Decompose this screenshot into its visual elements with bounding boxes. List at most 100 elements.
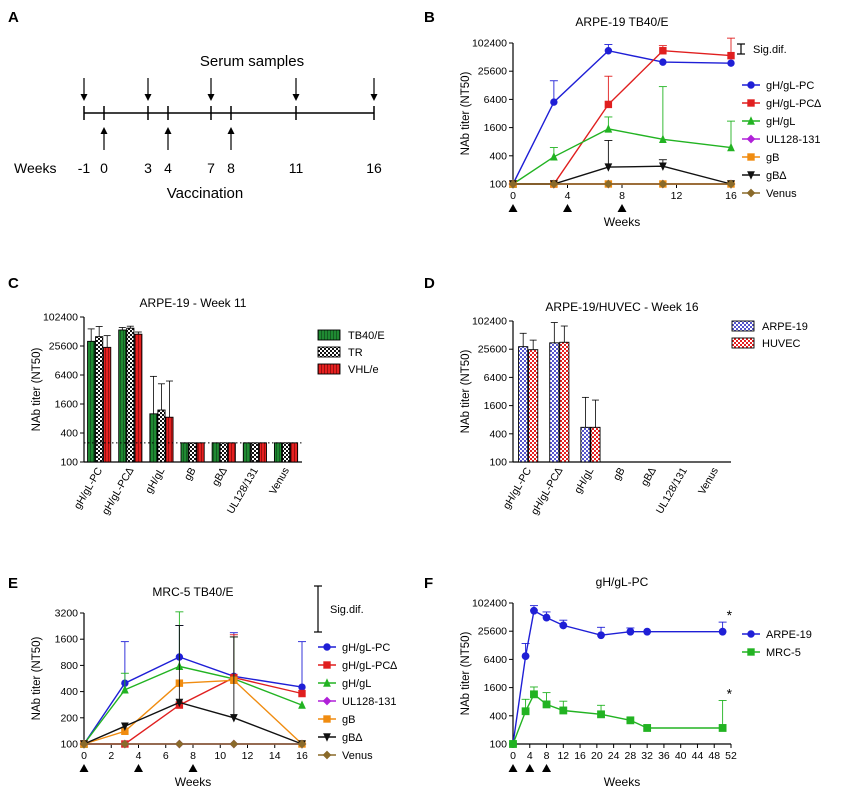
data-point (323, 715, 331, 723)
x-tick-label: 12 (671, 190, 683, 202)
serum-arrowhead (292, 94, 300, 101)
legend-label-gh-gl-pc-delta: gH/gL-PC∆ (766, 98, 821, 110)
bar-huvec-gh-gl-pc (528, 349, 539, 463)
bar-vhl-e-venus (289, 442, 299, 463)
data-point (747, 630, 755, 638)
data-point (559, 706, 568, 715)
legend-label-tb40-e: TB40/E (348, 330, 385, 342)
data-point (658, 179, 668, 189)
serum-arrowhead (80, 94, 88, 101)
data-point (559, 621, 568, 630)
data-point (530, 606, 538, 615)
legend-label-gb-delta: gB∆ (342, 732, 362, 744)
legend-label-gb-delta: gB∆ (766, 170, 786, 182)
chart-c-arpe19-week11: ARPE-19 - Week 11 NAb titer (NT50) 100 400 1… (31, 296, 385, 517)
bar-tb40-e-ul128-131 (242, 442, 251, 463)
chart-e-xlabel: Weeks (175, 775, 211, 789)
timeline-arrows (80, 78, 378, 150)
x-tick-label: 12 (557, 750, 569, 762)
category-label-gh-gl-pc: gH/gL-PC (72, 465, 106, 511)
data-point (626, 627, 635, 636)
x-tick-label: 44 (692, 750, 704, 762)
y-tick-label: 800 (60, 660, 78, 672)
data-point (597, 710, 605, 719)
y-tick-label: 100 (489, 457, 507, 469)
data-point (604, 163, 613, 172)
legend-label-arpe-19: ARPE-19 (762, 321, 808, 333)
data-point (659, 47, 667, 55)
vaccination-triangle (508, 204, 518, 212)
legend-swatch (731, 320, 755, 332)
category-label-gh-gl: gH/gL (572, 465, 596, 495)
y-tick-label: 25600 (478, 626, 507, 638)
chart-f-ylabel: NAb titer (NT50) (460, 631, 472, 715)
y-tick-label: 200 (60, 712, 78, 724)
category-label-venus: Venus (267, 466, 292, 497)
y-tick-label: 102400 (472, 316, 507, 328)
y-tick-label: 400 (489, 710, 507, 722)
series-line-gb-delta (513, 165, 732, 185)
data-point (747, 648, 755, 656)
y-tick-label: 1600 (55, 634, 79, 646)
series-venus (79, 739, 307, 749)
chart-d-arpe19-huvec-week16: ARPE-19/HUVEC - Week 16 NAb titer (NT50) 1… (460, 300, 808, 517)
serum-arrowhead (207, 94, 215, 101)
legend-swatch (317, 329, 341, 341)
y-tick-label: 100 (489, 739, 507, 751)
bar-arpe-19-gh-gl-pc (518, 346, 529, 463)
data-point (604, 124, 613, 133)
vaccination-triangle (79, 764, 89, 772)
data-point (79, 739, 89, 749)
vaccination-triangle (525, 764, 535, 772)
bar-tb40-e-venus (273, 442, 283, 463)
data-point (727, 59, 735, 67)
chart-c-title: ARPE-19 - Week 11 (140, 296, 247, 310)
vaccination-triangle (563, 204, 572, 212)
series-mrc-5 (509, 686, 727, 748)
data-point (323, 678, 331, 687)
x-tick-label: 2 (108, 750, 114, 762)
bar-tr-venus (281, 442, 291, 463)
x-tick-label: 8 (619, 190, 625, 202)
bar-huvec-gh-gl (590, 426, 601, 463)
chart-d-ylabel: NAb titer (NT50) (460, 349, 472, 433)
chart-f-title: gH/gL-PC (596, 575, 649, 589)
x-tick-label: 8 (544, 750, 550, 762)
x-tick-label: 0 (81, 750, 87, 762)
x-tick-label: 4 (136, 750, 142, 762)
chart-d-title: ARPE-19/HUVEC - Week 16 (545, 300, 698, 314)
significance-star: * (727, 685, 733, 701)
data-point (604, 47, 613, 55)
bar-tr-gh-gl (157, 409, 166, 463)
legend-label-ul128-131: UL128-131 (766, 134, 820, 146)
series-gh-gl-pc (509, 44, 735, 188)
bar-tr-ul128-131 (250, 442, 259, 463)
chart-f-legend: ARPE-19 MRC-5 (742, 629, 812, 659)
bar-huvec-gh-gl-pc-delta (559, 341, 570, 463)
legend-label-huvec: HUVEC (762, 338, 801, 350)
data-point (175, 739, 184, 749)
y-tick-label: 6400 (484, 654, 508, 666)
legend-label-venus: Venus (766, 188, 797, 200)
x-tick-label: 8 (190, 750, 196, 762)
vaccination-arrowhead (227, 127, 235, 134)
y-tick-label: 400 (60, 428, 78, 440)
chart-c-ylabel: NAb titer (NT50) (31, 347, 43, 431)
category-label-gb: gB (182, 466, 199, 483)
y-tick-label: 100 (60, 739, 78, 751)
series-gh-gl (509, 86, 735, 188)
data-point (542, 700, 551, 709)
x-tick-label: 16 (574, 750, 586, 762)
bar-tr-gh-gl-pc-delta (126, 327, 135, 463)
y-tick-label: 6400 (484, 94, 508, 106)
panel-letter-c: C (8, 275, 19, 292)
data-point (718, 627, 727, 636)
chart-e-ylabel: NAb titer (NT50) (31, 636, 43, 720)
data-point (322, 696, 332, 706)
data-point (549, 179, 559, 189)
y-tick-label: 1600 (484, 122, 508, 134)
series-line-gh-gl-pc (512, 49, 732, 185)
data-point (659, 58, 667, 66)
